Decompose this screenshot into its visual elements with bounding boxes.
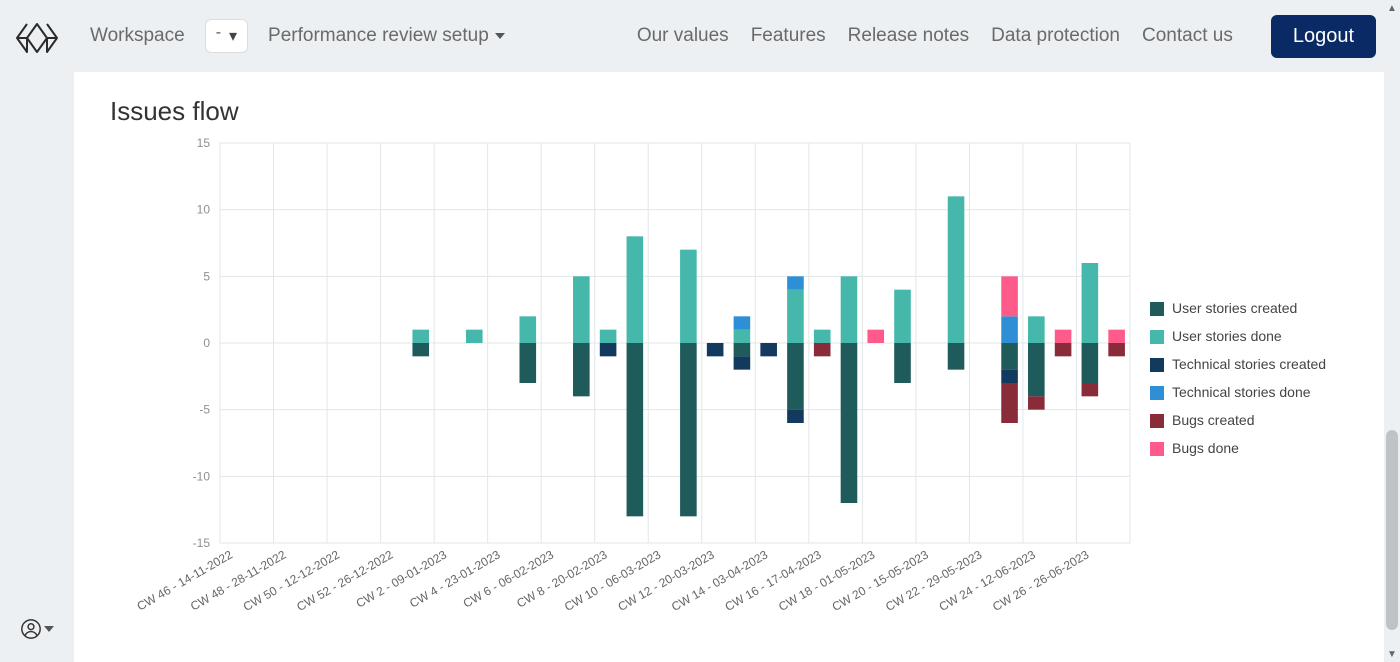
- nav-links: Our values Features Release notes Data p…: [637, 25, 1233, 47]
- scroll-thumb[interactable]: [1386, 430, 1398, 630]
- svg-text:Technical stories created: Technical stories created: [1172, 356, 1326, 372]
- chart-title: Issues flow: [110, 96, 1370, 127]
- workspace-select[interactable]: - ▾: [205, 19, 248, 53]
- svg-text:CW 48 - 28-11-2022: CW 48 - 28-11-2022: [188, 547, 289, 613]
- svg-text:CW 16 - 17-04-2023: CW 16 - 17-04-2023: [723, 547, 824, 614]
- svg-text:CW 12 - 20-03-2023: CW 12 - 20-03-2023: [615, 547, 716, 614]
- content-panel: Issues flow -15 -10 -5 0 5 10 15 CW 46 - 14-11-…: [74, 72, 1400, 662]
- svg-text:-15: -15: [193, 536, 211, 550]
- nav-release-notes[interactable]: Release notes: [848, 25, 969, 47]
- svg-text:CW 10 - 06-03-2023: CW 10 - 06-03-2023: [562, 547, 663, 614]
- svg-text:Bugs done: Bugs done: [1172, 440, 1239, 456]
- svg-text:CW 18 - 01-05-2023: CW 18 - 01-05-2023: [776, 547, 877, 614]
- svg-text:CW 2 - 09-01-2023: CW 2 - 09-01-2023: [354, 547, 450, 610]
- issues-flow-chart: -15 -10 -5 0 5 10 15 CW 46 - 14-11-2022CW 48 - …: [110, 133, 1370, 653]
- topbar: Workspace - ▾ Performance review setup O…: [74, 0, 1400, 72]
- svg-text:CW 50 - 12-12-2022: CW 50 - 12-12-2022: [241, 547, 342, 614]
- nav-our-values[interactable]: Our values: [637, 25, 729, 47]
- page-scrollbar[interactable]: ▲ ▼: [1384, 0, 1400, 662]
- svg-text:15: 15: [197, 136, 211, 150]
- svg-text:User stories created: User stories created: [1172, 300, 1297, 316]
- logo-icon: [13, 18, 61, 58]
- nav-contact-us[interactable]: Contact us: [1142, 25, 1233, 47]
- workspace-link[interactable]: Workspace: [90, 25, 185, 47]
- app-logo[interactable]: [13, 18, 61, 58]
- perf-review-dropdown[interactable]: Performance review setup: [268, 25, 505, 47]
- perf-review-label: Performance review setup: [268, 25, 489, 47]
- svg-text:Technical stories done: Technical stories done: [1172, 384, 1311, 400]
- chart-wrap: -15 -10 -5 0 5 10 15 CW 46 - 14-11-2022CW 48 - …: [110, 133, 1370, 653]
- svg-text:CW 26 - 26-06-2023: CW 26 - 26-06-2023: [990, 547, 1091, 614]
- svg-text:5: 5: [203, 269, 210, 283]
- svg-text:-5: -5: [199, 403, 210, 417]
- caret-down-icon: [44, 626, 54, 632]
- nav-features[interactable]: Features: [751, 25, 826, 47]
- scroll-up-icon[interactable]: ▲: [1384, 0, 1400, 16]
- svg-text:10: 10: [197, 203, 211, 217]
- svg-text:CW 46 - 14-11-2022: CW 46 - 14-11-2022: [134, 547, 235, 613]
- svg-text:CW 22 - 29-05-2023: CW 22 - 29-05-2023: [883, 547, 984, 614]
- left-rail: [0, 0, 74, 662]
- chevron-down-icon: ▾: [229, 26, 237, 46]
- svg-text:Bugs created: Bugs created: [1172, 412, 1255, 428]
- svg-text:0: 0: [203, 336, 210, 350]
- svg-text:CW 14 - 03-04-2023: CW 14 - 03-04-2023: [669, 547, 770, 614]
- user-circle-icon: [20, 618, 42, 640]
- nav-data-protection[interactable]: Data protection: [991, 25, 1120, 47]
- app-root: Workspace - ▾ Performance review setup O…: [0, 0, 1400, 662]
- svg-text:-10: -10: [193, 469, 211, 483]
- caret-down-icon: [495, 33, 505, 39]
- svg-text:User stories done: User stories done: [1172, 328, 1282, 344]
- svg-text:CW 20 - 15-05-2023: CW 20 - 15-05-2023: [830, 547, 931, 614]
- svg-text:CW 24 - 12-06-2023: CW 24 - 12-06-2023: [937, 547, 1038, 614]
- svg-text:CW 6 - 06-02-2023: CW 6 - 06-02-2023: [461, 547, 557, 610]
- workspace-selected-value: -: [216, 24, 221, 42]
- user-menu[interactable]: [20, 618, 54, 640]
- svg-text:CW 4 - 23-01-2023: CW 4 - 23-01-2023: [407, 547, 503, 610]
- logout-button[interactable]: Logout: [1271, 15, 1376, 58]
- right-column: Workspace - ▾ Performance review setup O…: [74, 0, 1400, 662]
- scroll-down-icon[interactable]: ▼: [1384, 646, 1400, 662]
- svg-text:CW 52 - 26-12-2022: CW 52 - 26-12-2022: [294, 547, 395, 614]
